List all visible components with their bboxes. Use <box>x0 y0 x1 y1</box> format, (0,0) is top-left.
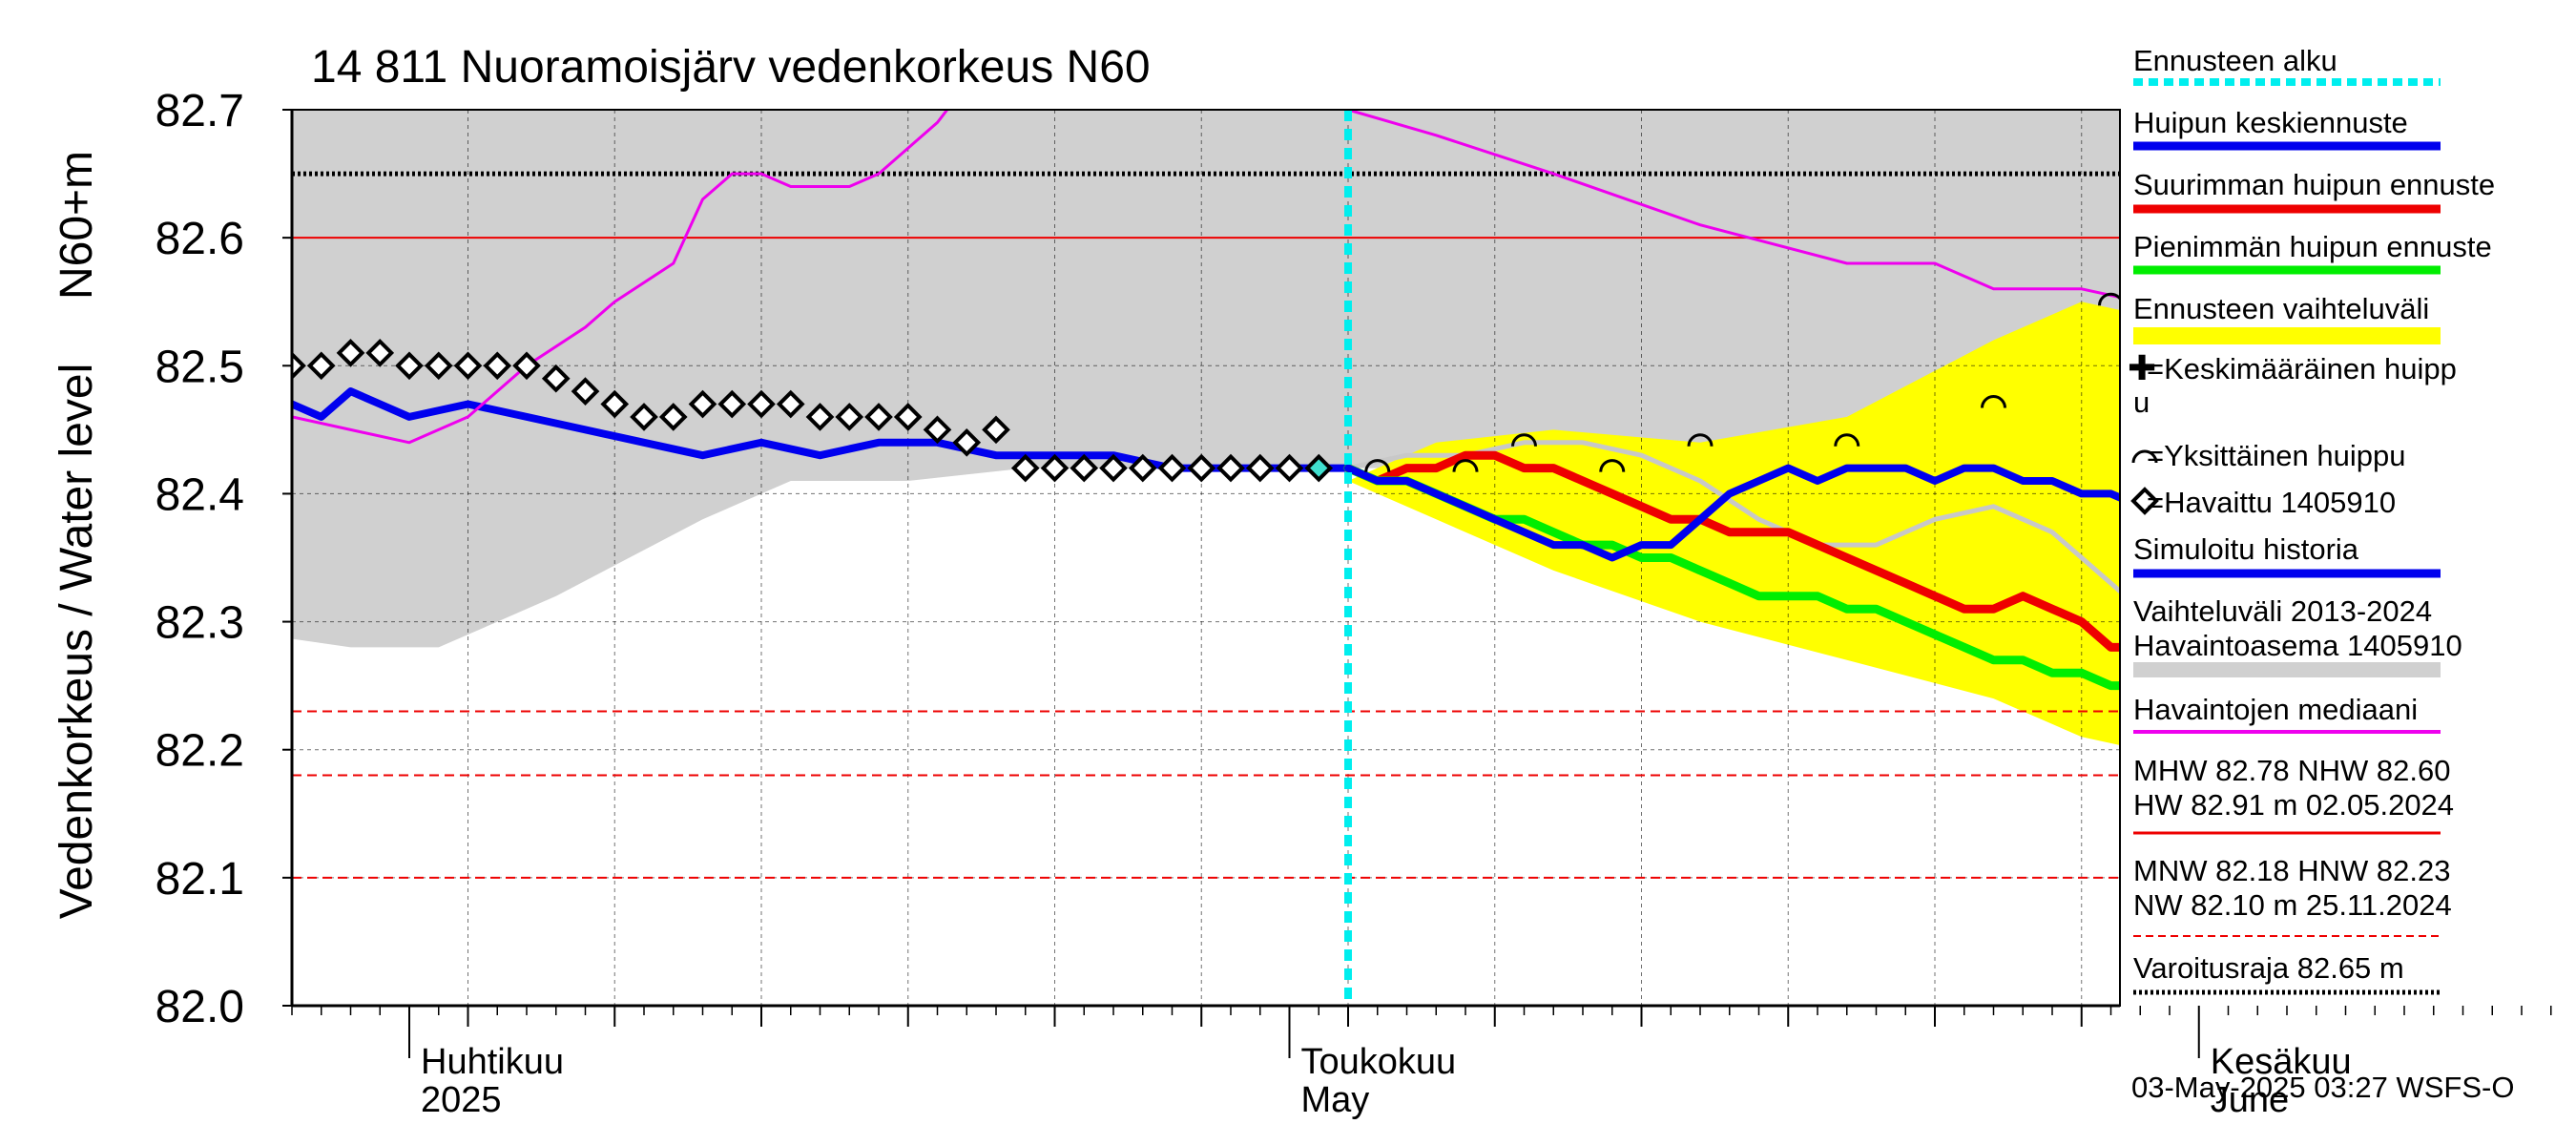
observed-marker <box>306 351 336 381</box>
legend-stats-low-1: MNW 82.18 HNW 82.23 <box>2133 854 2451 887</box>
legend-max-forecast-label: Suurimman huipun ennuste <box>2133 168 2495 201</box>
observed-marker <box>952 427 982 457</box>
mean-peak-forecast-line <box>1344 464 2120 562</box>
y-tick-label: 82.2 <box>156 726 244 777</box>
individual-peak-marker <box>1511 433 1537 447</box>
legend-mean-forecast-label: Huipun keskiennuste <box>2133 106 2408 139</box>
observed-marker <box>1040 453 1070 483</box>
observed-marker <box>805 403 835 431</box>
observed-marker <box>864 403 893 431</box>
median-line <box>292 110 2120 445</box>
observed-marker <box>630 403 658 431</box>
legend-stats-high-1: MHW 82.78 NHW 82.60 <box>2133 754 2451 787</box>
x-month-label: Kesäkuu <box>2211 1042 2352 1082</box>
observed-marker <box>365 339 395 367</box>
legend-forecast-range-label: Ennusteen vaihteluväli <box>2133 292 2429 325</box>
legend-hist-range-swatch <box>2133 662 2441 677</box>
legend-forecast-start-label: Ennusteen alku <box>2133 44 2337 77</box>
observed-marker <box>483 351 512 381</box>
observed-marker <box>1304 453 1334 483</box>
y-tick-label: 82.7 <box>156 86 244 136</box>
observed-marker <box>1157 453 1187 483</box>
y-tick-label: 82.6 <box>156 214 244 264</box>
x-month-label-en: 2025 <box>421 1080 502 1120</box>
legend: Ennusteen alku Huipun keskiennuste Suurimm… <box>2128 44 2495 995</box>
legend-stats-high-2: HW 82.91 m 02.05.2024 <box>2133 788 2454 822</box>
x-month-label-en: June <box>2211 1080 2289 1120</box>
observed-marker <box>747 389 776 419</box>
observed-marker <box>600 389 630 419</box>
observed-marker <box>1187 453 1216 483</box>
individual-peak-marker <box>2363 409 2386 421</box>
legend-simulated-label: Simuloitu historia <box>2133 532 2359 566</box>
x-month-label: Huhtikuu <box>421 1042 564 1082</box>
observed-marker <box>1010 453 1040 483</box>
observed-marker <box>1070 453 1099 483</box>
y-tick-label: 82.3 <box>156 598 244 649</box>
individual-peak-marker <box>1981 395 2006 408</box>
y-tick-label: 82.1 <box>156 854 244 905</box>
timestamp: 03-May-2025 03:27 WSFS-O <box>2131 1071 2514 1104</box>
individual-peak-marker <box>2098 292 2120 306</box>
legend-warning-label: Varoitusraja 82.65 m <box>2133 951 2404 985</box>
y-axis-unit-label: N60+m <box>52 151 102 300</box>
x-month-label: Toukokuu <box>1301 1042 1457 1082</box>
y-tick-label: 82.5 <box>156 342 244 392</box>
legend-observed-label: =Havaittu 1405910 <box>2147 486 2396 519</box>
observed-marker <box>512 351 541 381</box>
legend-stats-low-2: NW 82.10 m 25.11.2024 <box>2133 888 2452 922</box>
observed-marker <box>1275 453 1304 483</box>
observed-marker <box>453 351 483 381</box>
observed-marker <box>658 403 688 431</box>
observed-marker <box>923 415 952 445</box>
observed-marker <box>835 403 864 431</box>
grey-line <box>1345 440 2120 594</box>
observed-marker <box>1099 453 1128 483</box>
individual-peak-marker <box>1834 433 1860 447</box>
legend-forecast-range-swatch <box>2133 327 2441 344</box>
observed-marker <box>292 351 306 381</box>
observed-marker <box>1128 453 1157 483</box>
plot-area <box>291 109 2475 1007</box>
individual-peak-marker <box>1364 459 1391 472</box>
y-tick-label: 82.4 <box>156 469 244 520</box>
observed-marker <box>571 377 600 406</box>
axes: 82.0 82.1 82.2 82.3 82.4 82.5 82.6 82.7 Huhtikuu… <box>156 86 2552 1120</box>
legend-hist-range-label-2: Havaintoasema 1405910 <box>2133 629 2462 662</box>
observed-range-band <box>292 110 2120 648</box>
observed-marker <box>688 389 717 419</box>
observed-marker <box>776 389 805 419</box>
observed-marker <box>336 339 365 367</box>
y-axis-label: Vedenkorkeus / Water level <box>52 364 102 920</box>
observed-marker <box>893 403 923 431</box>
legend-single-peak-icon <box>2131 449 2158 464</box>
observed-marker <box>395 351 424 381</box>
observed-marker <box>982 415 1010 445</box>
legend-single-peak-label: =Yksittäinen huippu <box>2147 439 2405 472</box>
legend-mean-peak-icon: ✚ <box>2128 348 2156 387</box>
observed-marker <box>717 389 747 419</box>
individual-peak-marker <box>2452 332 2475 344</box>
observed-marker <box>1216 453 1245 483</box>
individual-peak-marker <box>1452 459 1479 472</box>
legend-median-label: Havaintojen mediaani <box>2133 693 2418 726</box>
observed-marker <box>1245 453 1275 483</box>
individual-peak-marker <box>1599 459 1626 472</box>
legend-hist-range-label: Vaihteluväli 2013-2024 <box>2133 594 2432 628</box>
min-peak-forecast-line <box>1343 464 2120 691</box>
observed-marker <box>541 364 571 393</box>
legend-min-forecast-label: Pienimmän huipun ennuste <box>2133 230 2492 263</box>
legend-mean-peak-label: =Keskimääräinen huipp <box>2147 352 2457 385</box>
legend-observed-icon <box>2130 487 2159 515</box>
legend-mean-peak-label-cont: u <box>2133 385 2150 419</box>
individual-peak-marker <box>1687 433 1714 447</box>
y-tick-label: 82.0 <box>156 982 244 1032</box>
x-month-label-en: May <box>1301 1080 1370 1120</box>
chart-title: 14 811 Nuoramoisjärv vedenkorkeus N60 <box>311 42 1151 93</box>
observed-marker <box>424 351 453 381</box>
max-peak-forecast-line <box>1343 450 2120 652</box>
